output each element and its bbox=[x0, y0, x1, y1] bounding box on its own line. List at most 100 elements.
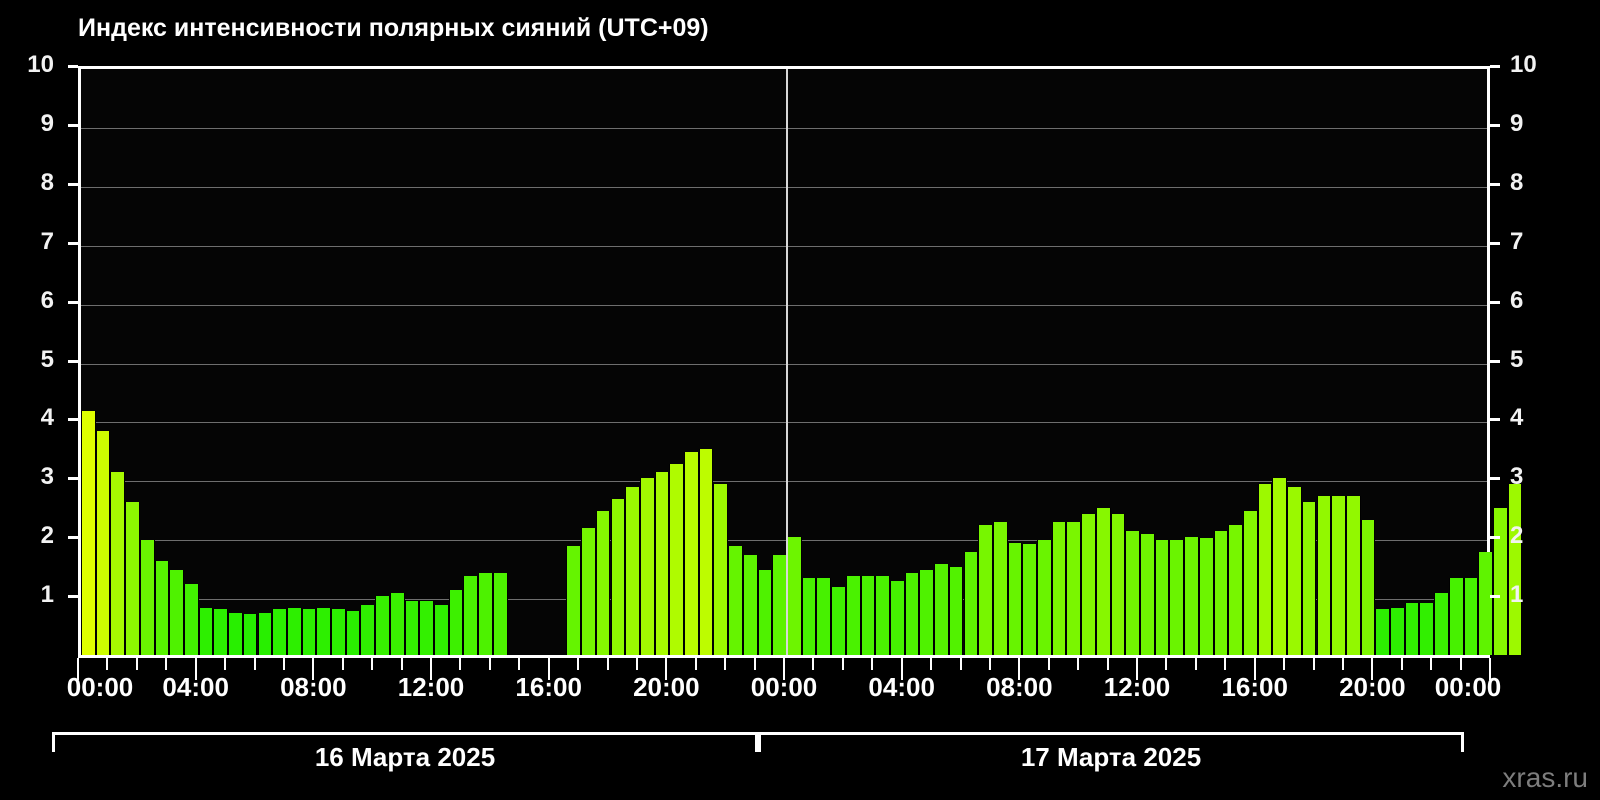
bar bbox=[698, 448, 714, 655]
y-tick-right bbox=[1490, 359, 1500, 363]
bar bbox=[581, 528, 596, 655]
x-tick-major bbox=[1018, 658, 1021, 680]
bar bbox=[1419, 603, 1435, 655]
bar bbox=[492, 572, 508, 655]
bar bbox=[1140, 534, 1155, 655]
gridline bbox=[81, 363, 1487, 365]
x-tick-minor bbox=[106, 658, 109, 670]
x-tick-minor bbox=[1165, 658, 1168, 670]
gridline bbox=[81, 186, 1487, 188]
gridline bbox=[81, 540, 1487, 542]
bar bbox=[713, 484, 729, 655]
bar bbox=[1331, 495, 1346, 655]
bar bbox=[1272, 478, 1288, 655]
watermark: xras.ru bbox=[1502, 762, 1588, 793]
day-bracket bbox=[758, 732, 1464, 752]
x-tick-minor bbox=[959, 658, 962, 670]
x-tick-major bbox=[547, 658, 550, 680]
bar bbox=[1360, 519, 1376, 655]
bar bbox=[478, 572, 493, 655]
bar bbox=[213, 609, 229, 655]
x-tick-minor bbox=[1283, 658, 1286, 670]
y-tick-right bbox=[1490, 241, 1500, 245]
y-axis-label-right: 1 bbox=[1510, 581, 1524, 609]
bar bbox=[787, 537, 802, 655]
y-axis-label-left: 4 bbox=[40, 404, 54, 432]
y-axis-label-right: 7 bbox=[1510, 227, 1524, 255]
y-axis-label-right: 5 bbox=[1510, 345, 1524, 373]
bar bbox=[1066, 522, 1082, 655]
x-tick-minor bbox=[1400, 658, 1403, 670]
bar bbox=[1478, 551, 1493, 655]
x-tick-minor bbox=[1341, 658, 1344, 670]
y-tick-left bbox=[68, 418, 78, 422]
x-tick-minor bbox=[224, 658, 227, 670]
bar bbox=[978, 525, 993, 655]
y-axis-label-left: 2 bbox=[40, 522, 54, 550]
bar bbox=[81, 410, 96, 655]
bar bbox=[169, 569, 184, 655]
y-tick-right bbox=[1490, 595, 1500, 599]
bar bbox=[1228, 525, 1243, 655]
bar bbox=[1287, 487, 1302, 655]
x-tick-major bbox=[430, 658, 432, 680]
y-tick-right bbox=[1490, 65, 1500, 68]
bar bbox=[595, 510, 611, 655]
x-tick-major bbox=[312, 658, 315, 680]
y-tick-left bbox=[68, 477, 78, 481]
y-tick-right bbox=[1490, 477, 1500, 481]
x-tick-major bbox=[77, 658, 79, 680]
y-axis-label-right: 6 bbox=[1510, 286, 1524, 314]
x-tick-minor bbox=[1047, 658, 1050, 670]
x-tick-major bbox=[194, 658, 197, 680]
x-axis-label: 00:00 bbox=[750, 672, 818, 702]
x-tick-minor bbox=[1077, 658, 1080, 670]
bar bbox=[625, 487, 640, 655]
bar bbox=[1051, 522, 1067, 655]
x-tick-minor bbox=[1224, 658, 1227, 670]
x-tick-major bbox=[783, 658, 785, 680]
day-label: 16 Марта 2025 bbox=[314, 742, 496, 772]
bar bbox=[684, 451, 699, 655]
y-axis-label-right: 4 bbox=[1510, 404, 1524, 432]
bar bbox=[1404, 603, 1420, 655]
x-tick-minor bbox=[753, 658, 756, 670]
y-tick-left bbox=[68, 359, 78, 363]
bar bbox=[1507, 484, 1523, 655]
x-axis-label: 12:00 bbox=[397, 672, 465, 702]
bar bbox=[242, 613, 258, 655]
gridline bbox=[81, 304, 1487, 306]
bar bbox=[742, 554, 758, 655]
x-tick-minor bbox=[341, 658, 344, 670]
x-tick-minor bbox=[253, 658, 256, 670]
x-tick-major bbox=[1489, 658, 1491, 680]
bar bbox=[463, 575, 479, 655]
y-tick-right bbox=[1490, 123, 1500, 127]
y-tick-right bbox=[1490, 418, 1500, 422]
y-tick-right bbox=[1490, 182, 1500, 186]
bar bbox=[345, 610, 361, 655]
x-tick-minor bbox=[635, 658, 638, 670]
bar bbox=[183, 584, 199, 655]
y-tick-left bbox=[68, 182, 78, 186]
x-tick-minor bbox=[488, 658, 491, 670]
y-axis-label-left: 3 bbox=[40, 463, 54, 491]
bar bbox=[639, 478, 655, 655]
y-axis-label-left: 5 bbox=[40, 345, 54, 373]
bar bbox=[375, 596, 390, 655]
bar bbox=[301, 609, 317, 655]
x-tick-minor bbox=[1459, 658, 1462, 670]
x-tick-minor bbox=[724, 658, 727, 670]
y-axis-label-right: 2 bbox=[1510, 522, 1524, 550]
bar bbox=[845, 575, 861, 655]
bar bbox=[1213, 531, 1229, 655]
bar bbox=[1184, 537, 1199, 655]
x-axis-label: 00:00 bbox=[1434, 672, 1502, 702]
bar bbox=[316, 607, 332, 655]
x-tick-minor bbox=[282, 658, 285, 670]
bar bbox=[1345, 495, 1361, 655]
day-label: 17 Марта 2025 bbox=[1020, 742, 1202, 772]
bar bbox=[669, 463, 685, 655]
x-tick-minor bbox=[459, 658, 462, 670]
